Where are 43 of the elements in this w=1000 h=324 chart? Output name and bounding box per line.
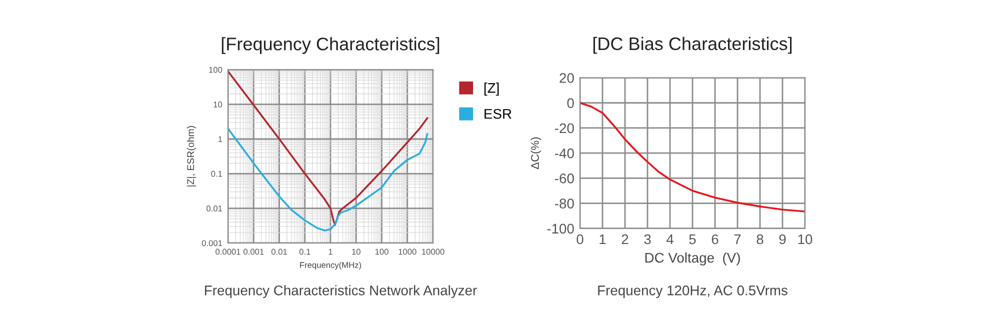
y-tick-label: 20 (560, 73, 574, 83)
y-axis-title: ΔC(%) (530, 137, 542, 170)
x-tick-label: 8 (756, 234, 764, 244)
x-tick-label: 9 (779, 234, 786, 244)
y-tick-label: -80 (554, 198, 574, 208)
y-tick-label: 1 (218, 136, 222, 142)
chart-title: [DC Bias Characteristics] (593, 36, 792, 54)
y-tick-label: -100 (547, 224, 574, 234)
y-tick-label: -40 (554, 148, 574, 158)
y-tick-label: 100 (209, 66, 222, 73)
x-tick-label: 0 (576, 234, 584, 244)
line-series (580, 102, 805, 212)
x-tick-label: 1000 (398, 248, 416, 255)
x-tick-label: 1 (600, 234, 606, 244)
y-tick-label: 0 (567, 98, 574, 108)
chart-title: [Frequency Characteristics] (222, 37, 440, 54)
text: Frequency 120Hz, AC 0.5Vrms (598, 285, 788, 298)
y-tick-label: -20 (554, 123, 574, 134)
x-tick-label: 0.1 (299, 248, 310, 255)
x-axis-title: DC Voltage (V) (645, 252, 740, 266)
text: Frequency Characteristics Network Analyzer (205, 285, 477, 298)
x-tick-label: 7 (734, 234, 741, 244)
x-tick-label: 0.001 (244, 248, 264, 255)
x-tick-label: 2 (622, 234, 628, 244)
y-axis-title: |Z|, ESR(ohm) (186, 126, 196, 186)
x-tick-label: 5 (689, 234, 696, 244)
y-tick-label: 0.1 (211, 170, 222, 177)
x-tick-label: 10 (798, 234, 812, 244)
x-tick-label: 0.01 (271, 248, 287, 255)
x-tick-label: 1 (328, 248, 332, 255)
y-tick-label: -60 (554, 174, 574, 184)
x-tick-label: 3 (644, 234, 651, 244)
x-tick-label: 10000 (422, 248, 444, 255)
x-axis-title: Frequency(MHz) (300, 262, 362, 270)
x-tick-label: 10 (352, 248, 360, 255)
x-tick-label: 100 (375, 248, 388, 255)
legend-label: [Z] (484, 82, 499, 96)
x-tick-label: 0.0001 (216, 248, 240, 255)
x-tick-label: 4 (666, 234, 674, 244)
y-tick-label: 10 (214, 102, 222, 108)
y-tick-label: 0.01 (206, 206, 222, 212)
legend-label: ESR (484, 108, 512, 119)
x-tick-label: 6 (712, 234, 718, 244)
